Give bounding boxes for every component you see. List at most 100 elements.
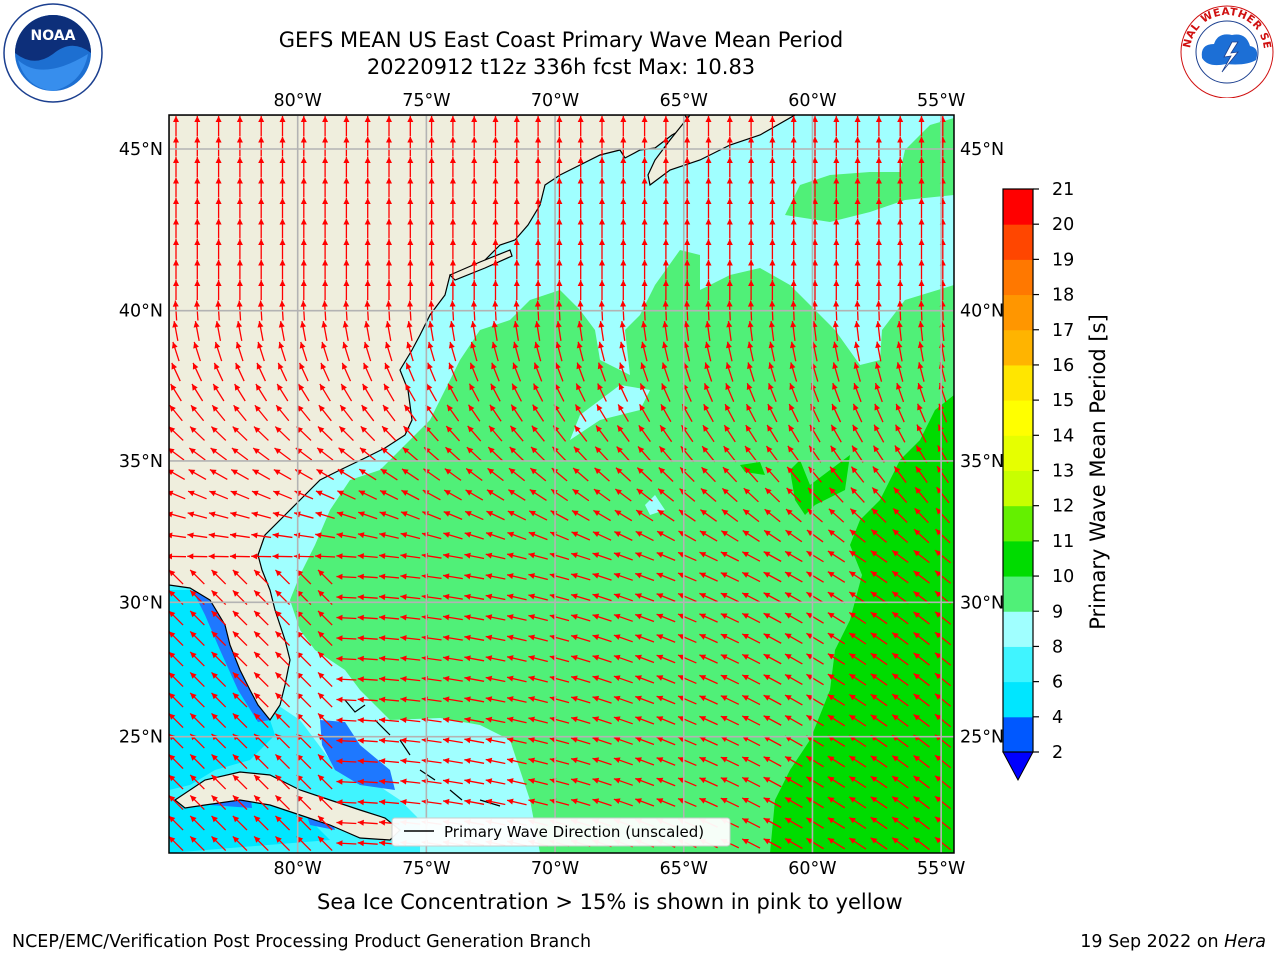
wave-arrow bbox=[917, 382, 926, 403]
wave-arrow bbox=[870, 550, 888, 563]
wave-arrow bbox=[806, 755, 824, 768]
wave-arrow bbox=[169, 447, 185, 461]
period-region-8-9-island bbox=[570, 385, 650, 440]
wave-arrow bbox=[748, 218, 755, 239]
wave-arrow bbox=[448, 341, 457, 362]
wave-arrow bbox=[513, 218, 520, 239]
wave-arrow bbox=[513, 259, 520, 280]
wave-arrow bbox=[613, 572, 633, 581]
wave-arrow bbox=[315, 490, 335, 500]
wave-arrow bbox=[720, 756, 740, 767]
wave-arrow bbox=[254, 404, 269, 422]
wave-arrow bbox=[875, 198, 882, 218]
wave-arrow bbox=[230, 511, 250, 519]
wave-arrow bbox=[641, 177, 648, 198]
colorbar-tick-label: 14 bbox=[1052, 426, 1074, 446]
lon-label-bottom: 75°W bbox=[402, 859, 450, 879]
wave-arrow bbox=[300, 116, 307, 136]
wave-arrow bbox=[407, 157, 414, 177]
wave-arrow bbox=[765, 445, 779, 463]
wave-arrow bbox=[913, 652, 930, 666]
wave-arrow bbox=[913, 713, 930, 728]
wave-arrow bbox=[635, 634, 655, 643]
wave-arrow bbox=[317, 692, 333, 708]
wave-arrow bbox=[827, 550, 846, 563]
wave-arrow bbox=[684, 136, 691, 157]
wave-arrow bbox=[299, 362, 309, 382]
wave-arrow bbox=[741, 653, 761, 665]
wave-arrow bbox=[870, 591, 888, 604]
wave-arrow bbox=[891, 591, 909, 604]
wave-arrow bbox=[918, 157, 925, 177]
wave-arrow bbox=[918, 136, 925, 157]
wave-arrow bbox=[336, 840, 357, 847]
wave-arrow bbox=[896, 362, 904, 382]
wave-arrow bbox=[593, 509, 611, 522]
wave-arrow bbox=[189, 671, 205, 688]
wave-arrow bbox=[445, 446, 461, 462]
wave-arrow bbox=[597, 383, 607, 402]
colorbar-tick-label: 21 bbox=[1052, 180, 1074, 200]
wave-arrow bbox=[784, 632, 803, 645]
wave-arrow bbox=[613, 695, 633, 704]
wave-arrow bbox=[705, 239, 712, 259]
wave-arrow bbox=[300, 136, 307, 157]
wave-arrow bbox=[464, 675, 485, 682]
wave-arrow bbox=[322, 198, 329, 218]
wave-arrow bbox=[357, 635, 378, 642]
wave-arrow bbox=[897, 136, 904, 157]
wave-arrow bbox=[741, 592, 761, 603]
wave-arrow bbox=[189, 610, 205, 626]
wave-arrow bbox=[748, 177, 755, 198]
wave-arrow bbox=[833, 259, 840, 280]
wave-arrow bbox=[593, 488, 611, 502]
wave-arrow bbox=[383, 383, 395, 402]
wave-arrow bbox=[726, 218, 733, 239]
wave-arrow bbox=[532, 404, 545, 422]
wave-arrow bbox=[832, 320, 839, 342]
wave-arrow bbox=[742, 508, 760, 523]
wave-arrow bbox=[703, 383, 714, 402]
wave-arrow bbox=[659, 424, 673, 443]
wave-arrow bbox=[211, 835, 227, 852]
wave-arrow bbox=[378, 758, 400, 765]
wave-arrow bbox=[215, 177, 222, 198]
wave-arrow bbox=[871, 508, 887, 523]
wave-arrow bbox=[893, 466, 907, 483]
wave-arrow bbox=[251, 511, 272, 519]
wave-arrow bbox=[768, 362, 776, 382]
wave-arrow bbox=[211, 569, 227, 585]
wave-arrow bbox=[357, 717, 378, 724]
wave-arrow bbox=[486, 510, 505, 521]
wave-arrow bbox=[535, 177, 542, 198]
wave-arrow bbox=[641, 157, 648, 177]
wave-arrow bbox=[934, 672, 952, 687]
wave-arrow bbox=[315, 532, 336, 539]
wave-arrow bbox=[577, 157, 584, 177]
period-region-4-6-strip bbox=[169, 790, 330, 853]
wave-arrow bbox=[400, 573, 421, 580]
wave-arrow bbox=[571, 531, 591, 541]
wave-arrow bbox=[613, 757, 633, 766]
wave-arrow bbox=[891, 714, 909, 727]
wave-arrow bbox=[173, 157, 179, 177]
wave-arrow bbox=[592, 757, 612, 766]
wave-arrow bbox=[232, 610, 248, 626]
wave-arrow bbox=[400, 676, 421, 683]
wave-arrow bbox=[699, 654, 718, 664]
wave-arrow bbox=[620, 280, 627, 300]
wave-arrow bbox=[619, 321, 626, 341]
wave-arrow bbox=[827, 571, 846, 583]
wave-arrow bbox=[279, 198, 286, 218]
wave-arrow bbox=[317, 712, 333, 729]
wave-arrow bbox=[173, 116, 179, 136]
wave-arrow bbox=[570, 552, 591, 561]
wave-arrow bbox=[854, 157, 861, 177]
wave-arrow bbox=[573, 446, 589, 462]
wave-arrow bbox=[253, 651, 269, 667]
wave-arrow bbox=[570, 634, 591, 643]
wave-arrow bbox=[789, 341, 797, 362]
footer-date-text: 19 Sep 2022 on bbox=[1080, 932, 1225, 952]
wave-arrow bbox=[763, 551, 782, 562]
wave-arrow bbox=[402, 446, 419, 462]
